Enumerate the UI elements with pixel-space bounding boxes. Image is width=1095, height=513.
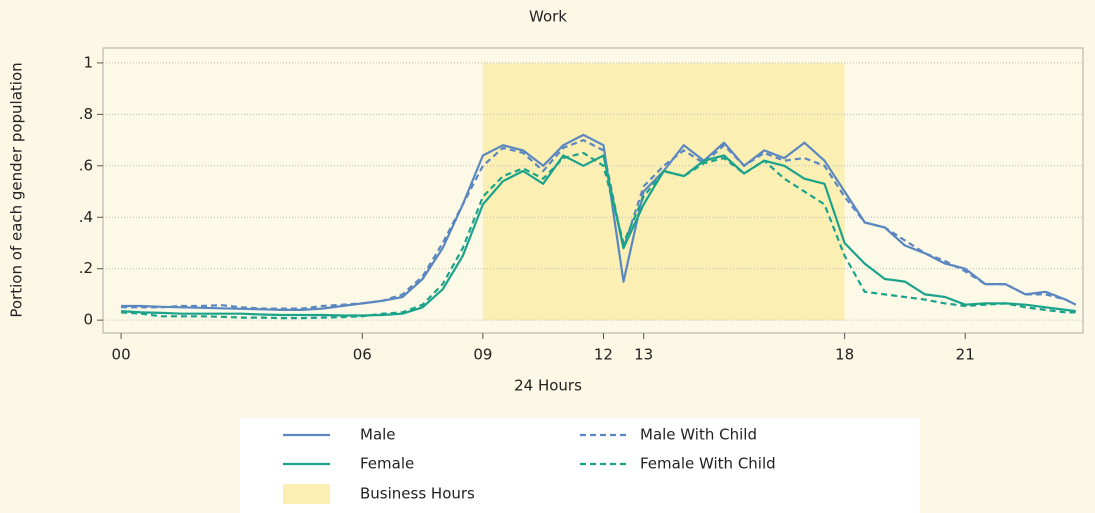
x-tick-label: 12 <box>594 346 613 364</box>
y-tick-label: 0 <box>83 311 93 329</box>
series-line <box>121 139 1077 310</box>
legend-label: Female With Child <box>640 455 776 473</box>
x-tick-label: 09 <box>473 346 492 364</box>
x-tick-label: 00 <box>112 346 131 364</box>
chart-title: Work <box>529 8 567 26</box>
y-axis-label: Portion of each gender population <box>8 62 26 317</box>
x-tick-label: 06 <box>353 346 372 364</box>
series-line <box>121 151 1076 320</box>
business-hours-span <box>482 62 845 321</box>
series-line <box>121 154 1076 317</box>
legend-label: Business Hours <box>360 485 475 503</box>
y-tick-label: .4 <box>79 208 93 226</box>
legend-swatch <box>283 484 330 504</box>
x-axis-label: 24 Hours <box>514 377 582 395</box>
x-tick-label: 13 <box>634 346 653 364</box>
legend-label: Female <box>360 455 414 473</box>
legend-label: Male With Child <box>640 426 757 444</box>
legend-box <box>240 418 920 513</box>
y-tick-label: .2 <box>79 259 93 277</box>
y-tick-label: 1 <box>83 53 93 71</box>
legend-label: Male <box>360 426 396 444</box>
x-tick-label: 18 <box>835 346 854 364</box>
series-line <box>121 133 1077 311</box>
y-tick-label: .6 <box>79 156 93 174</box>
y-tick-label: .8 <box>79 105 93 123</box>
x-tick-label: 21 <box>956 346 975 364</box>
